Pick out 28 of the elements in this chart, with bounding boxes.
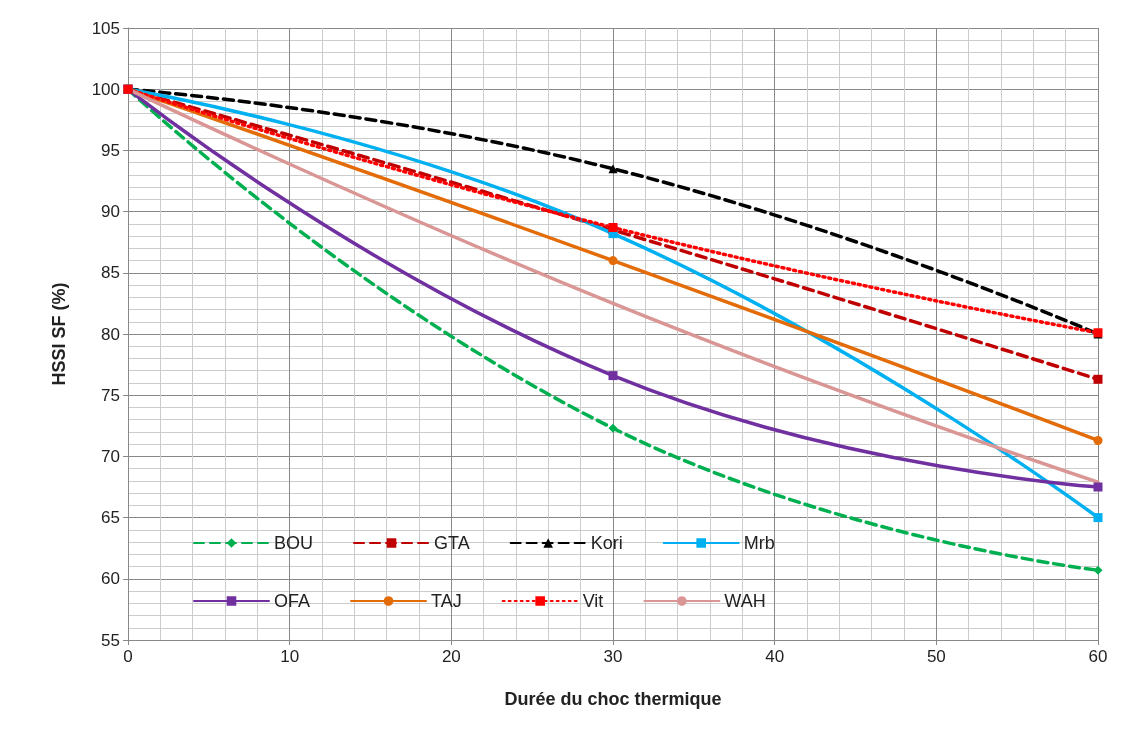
y-tick-label: 75 (101, 385, 120, 405)
x-tick-label: 20 (441, 647, 461, 666)
x-axis-title: Durée du choc thermique (504, 689, 722, 709)
y-tick-label: 95 (101, 140, 120, 160)
legend-label: BOU (274, 533, 314, 553)
y-tick-label: 90 (101, 202, 120, 222)
x-tick-label: 0 (123, 647, 133, 666)
y-tick-label: 60 (101, 569, 120, 589)
y-tick-label: 105 (91, 18, 120, 38)
y-tick-label: 55 (101, 630, 120, 650)
x-tick-label: 10 (280, 647, 300, 666)
legend-label: Vit (582, 591, 604, 611)
legend-label: GTA (434, 533, 470, 553)
legend-label: WAH (724, 591, 766, 611)
x-tick-label: 60 (1088, 647, 1108, 666)
y-tick-label: 80 (101, 324, 120, 344)
y-tick-label: 85 (101, 263, 120, 283)
legend-label: OFA (274, 591, 311, 611)
x-tick-label: 30 (603, 647, 623, 666)
legend-label: TAJ (431, 591, 462, 611)
x-tick-label: 40 (765, 647, 785, 666)
legend-label: Mrb (743, 533, 775, 553)
y-tick-label: 100 (91, 79, 120, 99)
x-tick-label: 50 (926, 647, 946, 666)
legend-label: Kori (590, 533, 623, 553)
y-axis-title: HSSI SF (%) (49, 282, 69, 386)
y-tick-label: 70 (101, 446, 120, 466)
y-tick-label: 65 (101, 508, 120, 528)
